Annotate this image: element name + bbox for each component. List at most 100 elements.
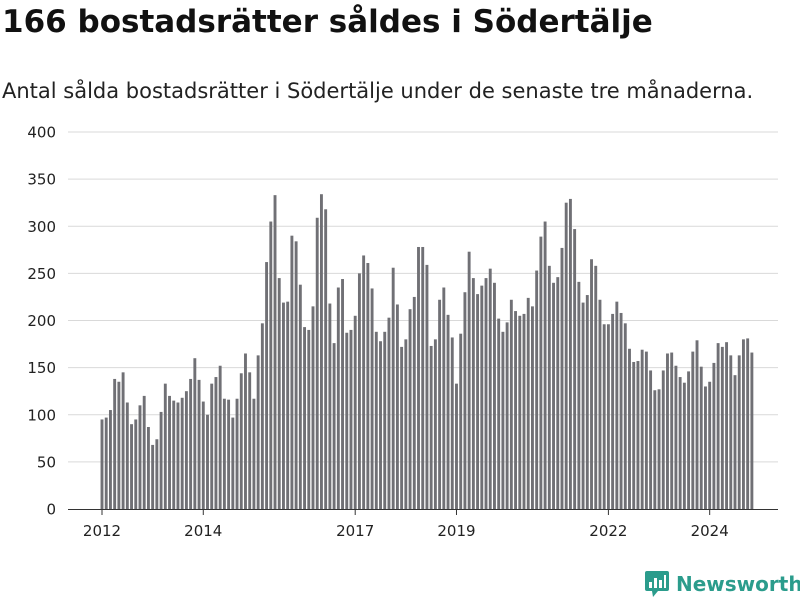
bar — [729, 355, 733, 509]
bar — [324, 209, 328, 509]
bar — [417, 246, 420, 510]
bar — [450, 337, 454, 509]
bar — [260, 323, 264, 509]
bar — [222, 398, 226, 509]
bar — [307, 329, 311, 509]
bar — [429, 345, 433, 509]
annotation-layer: 166 — [740, 0, 772, 5]
bar — [539, 236, 543, 509]
bar — [319, 194, 323, 509]
bar — [463, 292, 467, 509]
bar — [476, 294, 480, 509]
y-tick-label: 400 — [27, 124, 56, 142]
bar — [480, 285, 484, 509]
bar — [113, 378, 117, 509]
bar — [286, 301, 290, 509]
x-tick-label: 2024 — [691, 522, 729, 540]
bar — [273, 195, 277, 509]
bar — [556, 277, 560, 509]
bar — [695, 340, 699, 509]
bar — [446, 314, 450, 509]
bar — [282, 302, 285, 509]
bar — [568, 198, 572, 510]
bar — [227, 399, 231, 509]
bar — [577, 281, 581, 509]
bar — [353, 315, 357, 509]
page-subtitle: Antal sålda bostadsrätter i Södertälje u… — [2, 79, 754, 103]
bar — [294, 241, 298, 509]
x-tick-label: 2014 — [184, 522, 222, 540]
bar — [514, 311, 518, 509]
bar — [471, 278, 475, 509]
bar — [488, 268, 492, 509]
bar — [121, 372, 125, 509]
x-tick-label: 2017 — [336, 522, 374, 540]
bar — [168, 395, 171, 509]
y-tick-label: 50 — [37, 453, 56, 471]
bar — [379, 341, 382, 509]
bar — [733, 375, 737, 509]
bar — [493, 282, 496, 509]
page-title: 166 bostadsrätter såldes i Södertälje — [2, 4, 653, 40]
bar — [628, 348, 631, 509]
bar — [218, 365, 222, 509]
bar — [467, 251, 471, 509]
bar — [248, 372, 252, 509]
bar — [239, 373, 243, 509]
bar — [404, 339, 408, 509]
bar — [374, 331, 378, 509]
bar — [543, 221, 547, 509]
bar — [682, 382, 686, 509]
bar — [484, 278, 488, 509]
bar — [594, 265, 598, 509]
y-axis-labels: 0 50 100 150 200 250 300 350 400 — [27, 124, 56, 519]
bar — [619, 312, 623, 509]
bar — [235, 398, 239, 509]
bar — [505, 322, 509, 509]
newsworthy-logo-text: Newsworthy — [676, 572, 800, 596]
bar — [459, 333, 463, 509]
bar — [117, 381, 121, 509]
bar — [151, 444, 155, 509]
bar — [328, 303, 332, 509]
bar — [265, 262, 269, 509]
bar — [623, 323, 627, 509]
y-tick-label: 100 — [27, 406, 56, 424]
bar — [214, 377, 218, 509]
y-tick-label: 150 — [27, 359, 56, 377]
bar — [100, 419, 104, 509]
y-tick-label: 350 — [27, 171, 56, 189]
bar — [564, 202, 568, 509]
bar — [104, 417, 108, 509]
bar — [501, 331, 505, 509]
bar — [125, 402, 129, 509]
bar — [163, 383, 167, 509]
bar — [657, 389, 661, 509]
bar — [298, 284, 302, 509]
bar — [708, 381, 712, 509]
y-tick-label: 250 — [27, 265, 56, 283]
bar — [433, 339, 437, 509]
bar — [699, 366, 703, 509]
bar — [345, 332, 349, 509]
bar — [560, 247, 564, 510]
bar — [421, 246, 425, 510]
bar — [134, 419, 138, 509]
bar — [674, 365, 678, 509]
bar — [522, 313, 526, 509]
bar — [666, 353, 669, 509]
bar — [210, 383, 214, 509]
bar — [332, 343, 336, 509]
bar — [585, 295, 589, 509]
bar — [159, 411, 163, 509]
bar — [640, 349, 644, 509]
bar — [206, 414, 209, 509]
bar — [172, 400, 176, 509]
x-tick-label: 2022 — [589, 522, 627, 540]
x-axis: 2012 2014 2017 2019 2022 2024 — [68, 509, 778, 540]
bar — [277, 278, 281, 509]
bar — [370, 288, 374, 509]
bar — [720, 346, 724, 509]
bar — [602, 324, 606, 509]
bar — [400, 346, 404, 509]
